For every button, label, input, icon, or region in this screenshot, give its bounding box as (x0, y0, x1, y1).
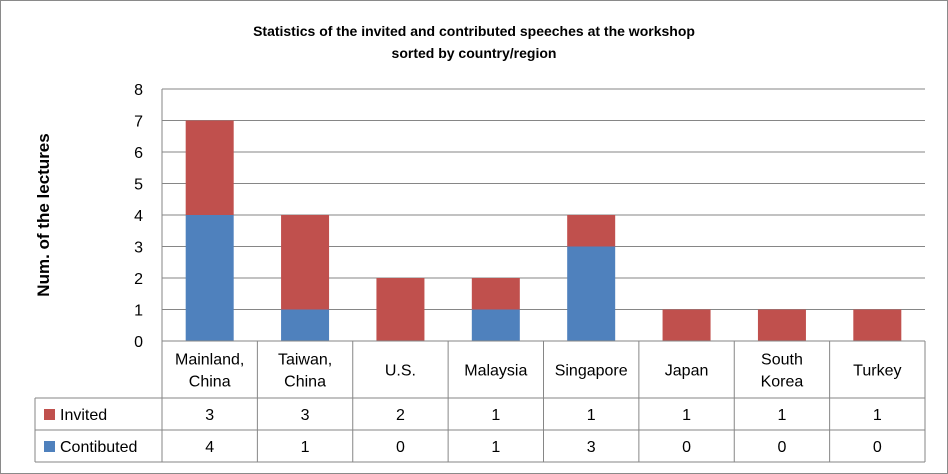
category-label: Korea (761, 374, 804, 391)
data-table-cell: 1 (491, 407, 500, 424)
data-table-cell: 1 (682, 407, 691, 424)
y-tick-label: 4 (134, 208, 143, 225)
category-label: Mainland, (175, 352, 244, 369)
y-tick-label: 6 (134, 145, 143, 162)
category-label: Taiwan, (278, 352, 332, 369)
bar-contributed (185, 215, 234, 341)
y-tick-label: 0 (134, 334, 143, 351)
bar-invited (471, 278, 520, 310)
data-table-cell: 0 (682, 439, 691, 456)
bar-invited (281, 215, 330, 310)
legend-key-contributed (44, 441, 55, 452)
y-tick-label: 5 (134, 177, 143, 194)
data-table-cell: 0 (396, 439, 405, 456)
data-table-cell: 1 (587, 407, 596, 424)
data-table-cell: 1 (873, 407, 882, 424)
bar-contributed (281, 309, 330, 341)
data-table-cell: 1 (491, 439, 500, 456)
y-tick-label: 7 (134, 114, 143, 131)
data-table-cell: 3 (587, 439, 596, 456)
data-table-cell: 4 (205, 439, 214, 456)
y-axis-label: Num. of the lectures (34, 133, 53, 296)
bar-invited (567, 215, 616, 247)
legend-label-contributed: Contibuted (60, 439, 137, 456)
bar-contributed (567, 246, 616, 341)
data-table-cell: 2 (396, 407, 405, 424)
data-table-cell: 0 (873, 439, 882, 456)
bar-invited (185, 120, 234, 215)
category-label: Singapore (555, 363, 628, 380)
data-table-cell: 3 (205, 407, 214, 424)
y-tick-label: 3 (134, 240, 143, 257)
y-tick-label: 8 (134, 82, 143, 99)
y-tick-label: 1 (134, 303, 143, 320)
data-table-cell: 3 (301, 407, 310, 424)
chart-title-line: Statistics of the invited and contribute… (253, 23, 695, 39)
legend-key-invited (44, 409, 55, 420)
category-label: South (761, 352, 803, 369)
data-table-cell: 0 (777, 439, 786, 456)
bar-invited (662, 309, 711, 341)
category-label: China (189, 374, 231, 391)
category-label: U.S. (385, 363, 416, 380)
category-label: Malaysia (464, 363, 527, 380)
y-tick-label: 2 (134, 271, 143, 288)
chart-title-line: sorted by country/region (392, 45, 557, 61)
category-label: Turkey (853, 363, 901, 380)
legend-label-invited: Invited (60, 407, 107, 424)
category-label: China (284, 374, 326, 391)
bar-invited (376, 278, 425, 341)
category-label: Japan (665, 363, 709, 380)
data-table-cell: 1 (301, 439, 310, 456)
data-table-cell: 1 (777, 407, 786, 424)
bar-invited (757, 309, 806, 341)
bar-contributed (471, 309, 520, 341)
bar-invited (853, 309, 902, 341)
